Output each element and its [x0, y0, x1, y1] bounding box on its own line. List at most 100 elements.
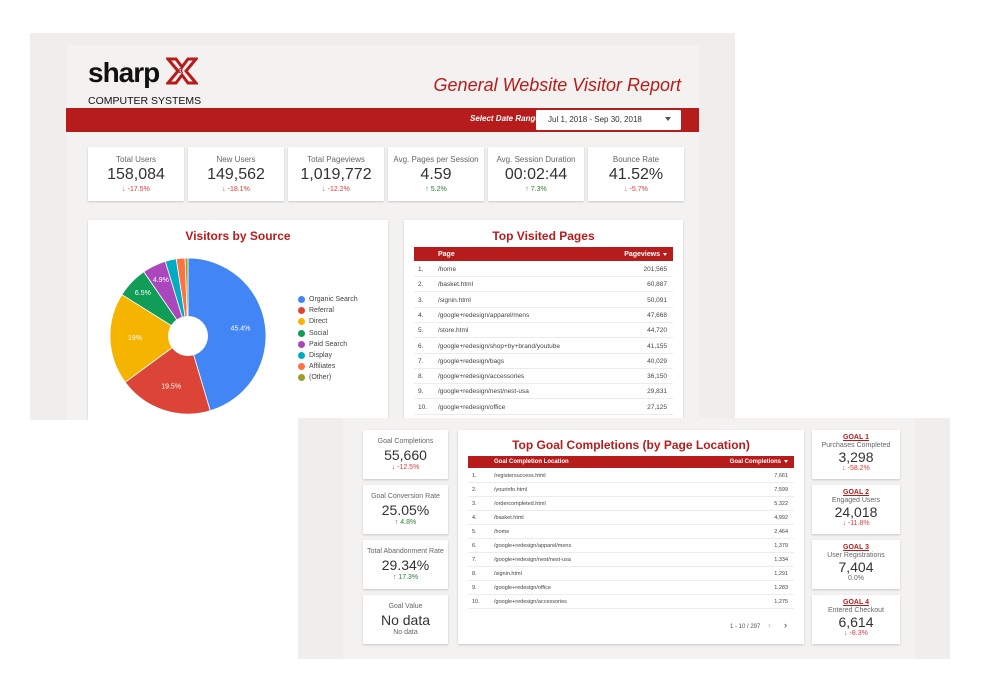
pageviews-value: 44,720 [647, 327, 667, 335]
table-row[interactable]: 7. /google+redesign/nest/nest-usa 1,334 [468, 553, 794, 567]
pie-slice-direct[interactable] [109, 294, 189, 383]
table-row[interactable]: 1. /registersuccess.html 7,661 [468, 469, 794, 483]
page-path: /home [438, 266, 457, 273]
legend-item[interactable]: Direct [298, 316, 358, 327]
pageviews-value: 201,565 [643, 266, 668, 273]
table-row[interactable]: 5. /store.html 44,720 [414, 323, 673, 339]
legend-swatch [298, 329, 305, 337]
date-range-select[interactable]: Jul 1, 2018 - Sep 30, 2018 [536, 110, 681, 130]
legend-swatch [298, 296, 305, 303]
row-number: 7. [472, 557, 477, 563]
top-visited-pages-title: Top Visited Pages [492, 229, 595, 243]
table-row[interactable]: 1. /home 201,565 [414, 262, 673, 277]
legend-item[interactable]: Paid Search [298, 339, 358, 350]
page-path: /google+redesign/apparel/mens [438, 311, 530, 319]
row-number: 8. [418, 373, 424, 381]
header-goal-location[interactable]: Goal Completion Location [494, 459, 569, 465]
header-pageviews[interactable]: Pageviews [624, 251, 667, 258]
row-number: 9. [472, 585, 477, 591]
visitors-by-source-title: Visitors by Source [185, 229, 291, 243]
legend-item[interactable]: Social [298, 328, 358, 339]
table-row[interactable]: 5. /home 2,464 [468, 525, 794, 539]
pie-legend: Organic Search Referral Direct Social Paid S… [298, 294, 358, 384]
arrow-up-icon: ↑ [425, 186, 429, 193]
legend-swatch [298, 363, 305, 371]
arrow-down-icon: ↓ [842, 465, 846, 472]
arrow-down-icon: ↓ [844, 630, 848, 637]
arrow-up-icon: ↑ [392, 574, 397, 581]
row-number: 1. [418, 266, 424, 273]
legend-label: Direct [309, 318, 328, 326]
pageviews-value: 50,091 [647, 296, 667, 304]
table-row[interactable]: 2. /yourinfo.html 7,599 [468, 483, 794, 497]
prev-page-button[interactable]: ‹ [768, 620, 771, 630]
pie-slice-organic-search[interactable] [187, 257, 267, 412]
row-number: 1. [472, 473, 477, 479]
visitors-by-source-pie: 45.4% 19.5% 19% 6.5%4.9% [109, 257, 267, 415]
goal-location: /home [494, 529, 510, 535]
header-page[interactable]: Page [438, 251, 455, 258]
goal-1-link[interactable]: GOAL 1 [843, 434, 869, 441]
goal-completions-title: Top Goal Completions (by Page Location) [512, 438, 750, 452]
goal-location: /registersuccess.html [494, 473, 546, 479]
goal-location: /ordercompleted.html [494, 501, 546, 507]
legend-label: Paid Search [309, 340, 348, 348]
logo-subtitle: COMPUTER SYSTEMS [88, 95, 202, 107]
arrow-down-icon: ↓ [222, 186, 226, 193]
legend-label: Display [309, 351, 332, 359]
table-row[interactable]: 9. /google+redesign/office 1,283 [468, 581, 794, 595]
date-range-value: Jul 1, 2018 - Sep 30, 2018 [548, 115, 642, 124]
table-row[interactable]: 10. /google+redesign/accessories 1,275 [468, 595, 794, 609]
visitor-report-page: sharp a COMPUTER SYSTEMS General Website… [66, 45, 699, 420]
table-row[interactable]: 7. /google+redesign/bags 40,029 [414, 354, 673, 369]
row-number: 2. [418, 281, 424, 289]
table-row[interactable]: 4. /google+redesign/apparel/mens 47,668 [414, 308, 673, 323]
legend-item[interactable]: Display [298, 350, 358, 361]
table-row[interactable]: 4. /basket.html 4,992 [468, 511, 794, 525]
visitors-by-source-card: Visitors by Source 45.4% 19.5% 19% 6.5% 4.9%… [88, 220, 388, 420]
table-row[interactable]: 9. /google+redesign/nest/nest-usa 29,831 [414, 384, 673, 400]
kpi-total-pageviews: Total Pageviews 1,019,772 ↓ -12.2% [288, 147, 384, 201]
table-row[interactable]: 10. /google+redesign/office 27,125 [414, 400, 673, 415]
table-row[interactable]: 3. /signin.html 50,091 [414, 293, 673, 308]
table-row[interactable]: 8. /google+redesign/accessories 36,150 [414, 369, 673, 385]
sort-desc-icon [663, 252, 667, 256]
next-page-button[interactable]: › [784, 620, 787, 630]
legend-item[interactable]: Organic Search [298, 294, 358, 305]
arrow-down-icon: ↓ [322, 186, 326, 193]
pageviews-value: 29,831 [647, 388, 667, 396]
report-title: General Website Visitor Report [433, 75, 681, 95]
legend-label: Affiliates [309, 363, 336, 371]
header-goal-completions[interactable]: Goal Completions [730, 459, 788, 465]
table-row[interactable]: 8. /signin.html 1,291 [468, 567, 794, 581]
page-path: /signin.html [438, 296, 471, 304]
row-number: 3. [472, 501, 477, 507]
table-row[interactable]: 2. /basket.html 60,887 [414, 277, 673, 293]
kpi-goal-completions: Goal Completions 55,660 ↓ -12.5% [363, 430, 448, 479]
pageviews-value: 40,029 [647, 357, 667, 365]
legend-label: Social [309, 329, 329, 337]
goal-3-link[interactable]: GOAL 3 [843, 544, 869, 551]
date-range-bar: Select Date Range: Jul 1, 2018 - Sep 30,… [66, 108, 699, 132]
legend-item[interactable]: Referral [298, 305, 358, 316]
kpi-new-users: New Users 149,562 ↓ -18.1% [188, 147, 284, 201]
legend-item[interactable]: Affiliates [298, 361, 358, 372]
pie-data-label: 6.5% [135, 290, 151, 297]
table-row[interactable]: 6. /google+redesign/apparel/mens 1,379 [468, 539, 794, 553]
legend-swatch [298, 340, 305, 348]
legend-swatch [298, 318, 305, 326]
goal-4-link[interactable]: GOAL 4 [843, 599, 869, 606]
company-logo: sharp a COMPUTER SYSTEMS [88, 55, 208, 107]
arrow-up-icon: ↑ [525, 186, 529, 193]
table-row[interactable]: 3. /ordercompleted.html 5,322 [468, 497, 794, 511]
goal-2-link[interactable]: GOAL 2 [843, 489, 869, 496]
row-number: 4. [472, 515, 477, 521]
kpi-total-users: Total Users 158,084 ↓ -17.5% [88, 147, 184, 201]
pageviews-value: 41,155 [647, 342, 667, 350]
table-row[interactable]: 6. /google+redesign/shop+by+brand/youtube… [414, 339, 673, 354]
goal-location: /google+redesign/office [494, 585, 551, 591]
arrow-down-icon: ↓ [391, 464, 396, 471]
goal-3-card: GOAL 3 User Registrations 7,404 0.0% [812, 540, 900, 589]
legend-item[interactable]: (Other) [298, 372, 358, 383]
row-number: 3. [418, 296, 424, 304]
